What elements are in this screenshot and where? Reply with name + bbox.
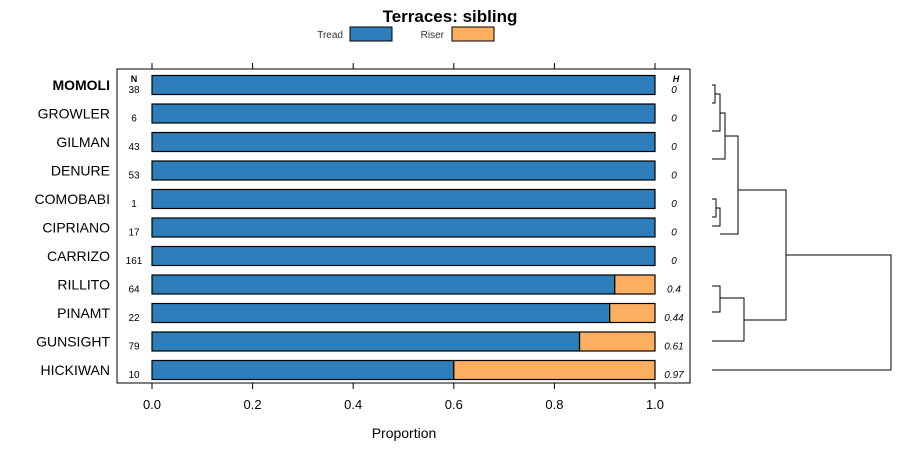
dendrogram-branch [712,285,721,313]
h-value: 0 [671,114,677,125]
category-label: MOMOLI [52,77,110,93]
bar-tread-rillito [151,274,616,295]
legend-swatch-riser [451,26,495,42]
x-tick-label: 0.6 [445,397,463,412]
n-value: 64 [128,285,140,296]
h-value: 0 [671,256,677,267]
bar-tread-gunsight [151,331,581,352]
dendrogram-branch [712,112,726,160]
bar-riser-pinamt [609,302,656,324]
n-value: 53 [128,171,140,182]
category-label: PINAMT [57,305,110,321]
n-value: 79 [128,342,140,353]
category-label: GUNSIGHT [36,334,110,350]
dendrogram-branch [712,254,892,371]
dendrogram-branch [712,84,716,104]
legend-label-riser: Riser [421,30,445,41]
h-value: 0.4 [667,285,681,296]
n-value: 17 [128,228,140,239]
n-value: 10 [128,370,140,381]
n-column: 38 6 43 53 1 17 161 64 22 79 10 [126,85,143,381]
n-value: 22 [128,313,140,324]
plot-frame [116,68,691,384]
bar-tread-momoli [151,74,656,96]
h-value: 0 [671,142,677,153]
chart-title: Terraces: sibling [383,7,518,26]
h-column: 0 0 0 0 0 0 0 0.4 0.44 0.61 0.97 [664,85,684,381]
dendrogram-branch [738,189,787,321]
category-label: CARRIZO [47,248,110,264]
x-tick-label: 0.8 [545,397,563,412]
x-tick-label: 0.4 [344,397,362,412]
dendrogram-branch [712,198,717,218]
n-column-header: N [131,74,138,84]
h-value: 0.97 [664,370,684,381]
n-value: 161 [126,256,143,267]
x-tick-label: 0.2 [244,397,262,412]
h-value: 0.61 [664,342,683,353]
legend-label-tread: Tread [317,30,343,41]
dendrogram-branch [720,135,739,235]
category-label: CIPRIANO [42,220,110,236]
category-label: RILLITO [57,277,110,293]
bar-tread-hickiwan [151,359,455,381]
x-axis: 0.0 0.2 0.4 0.6 0.8 1.0 [143,63,664,412]
h-value: 0 [671,171,677,182]
h-value: 0 [671,199,677,210]
bar-tread-growler [151,103,656,124]
h-value: 0 [671,228,677,239]
dendrogram-branch [712,93,721,132]
h-value: 0.44 [664,313,684,324]
bars-layer [151,74,656,381]
dendrogram-branch [712,297,745,342]
h-value: 0 [671,85,677,96]
bar-tread-carrizo [151,245,656,267]
bar-tread-pinamt [151,302,611,324]
category-label: COMOBABI [35,191,110,207]
category-label: HICKIWAN [41,362,110,378]
h-column-header: H [673,74,680,84]
bar-tread-denure [151,160,656,181]
n-value: 6 [131,114,137,125]
category-label: DENURE [51,163,110,179]
category-label: GROWLER [38,106,110,122]
n-value: 38 [128,85,140,96]
dendrogram-branch [712,207,721,227]
n-value: 1 [131,199,137,210]
x-tick-label: 0.0 [143,397,161,412]
category-labels: MOMOLI GROWLER GILMAN DENURE COMOBABI CIPRIAN… [35,77,111,378]
bar-riser-gunsight [578,331,656,352]
dendrogram [712,84,892,371]
bar-riser-rillito [614,274,656,295]
bar-tread-gilman [151,131,656,153]
legend: Tread Riser [317,26,495,42]
n-value: 43 [128,142,140,153]
bar-tread-cipriano [151,217,656,238]
bar-tread-comobabi [151,188,656,210]
x-axis-label: Proportion [372,425,437,441]
x-tick-label: 1.0 [646,397,664,412]
legend-swatch-tread [349,26,393,42]
category-label: GILMAN [56,134,110,150]
bar-riser-hickiwan [453,359,656,381]
